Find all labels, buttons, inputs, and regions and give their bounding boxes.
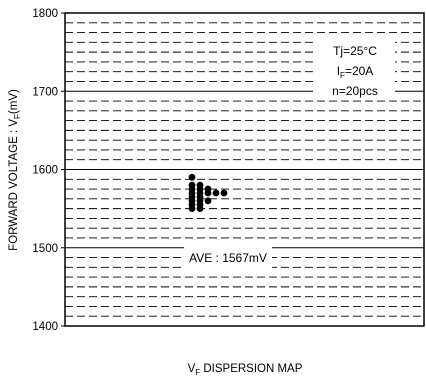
data-point [196, 205, 204, 213]
data-point [204, 197, 212, 205]
data-point [188, 205, 196, 213]
average-label: AVE : 1567mV [189, 251, 267, 265]
plot-frame [64, 12, 425, 327]
y-tick-label: 1400 [32, 321, 58, 333]
y-tick-label: 1800 [32, 8, 58, 20]
condition-temperature: Tj=25°C [333, 44, 377, 58]
conditions-box [313, 40, 395, 98]
data-point [204, 189, 212, 197]
y-tick-label: 1500 [32, 243, 58, 255]
y-axis-label: FORWARD VOLTAGE : VF(mV) [8, 89, 22, 251]
x-axis-label: VF DISPERSION MAP [188, 363, 303, 377]
data-points [188, 173, 228, 213]
condition-sample-count: n=20pcs [332, 84, 378, 98]
condition-current: IF=20A [337, 64, 374, 80]
y-tick-labels: 1400 1500 1600 1700 1800 [32, 8, 58, 333]
average-box [184, 246, 272, 268]
data-point [212, 189, 220, 197]
y-tick-label: 1600 [32, 165, 58, 177]
data-point [188, 173, 196, 181]
data-point [220, 189, 228, 197]
y-tick-label: 1700 [32, 86, 58, 98]
